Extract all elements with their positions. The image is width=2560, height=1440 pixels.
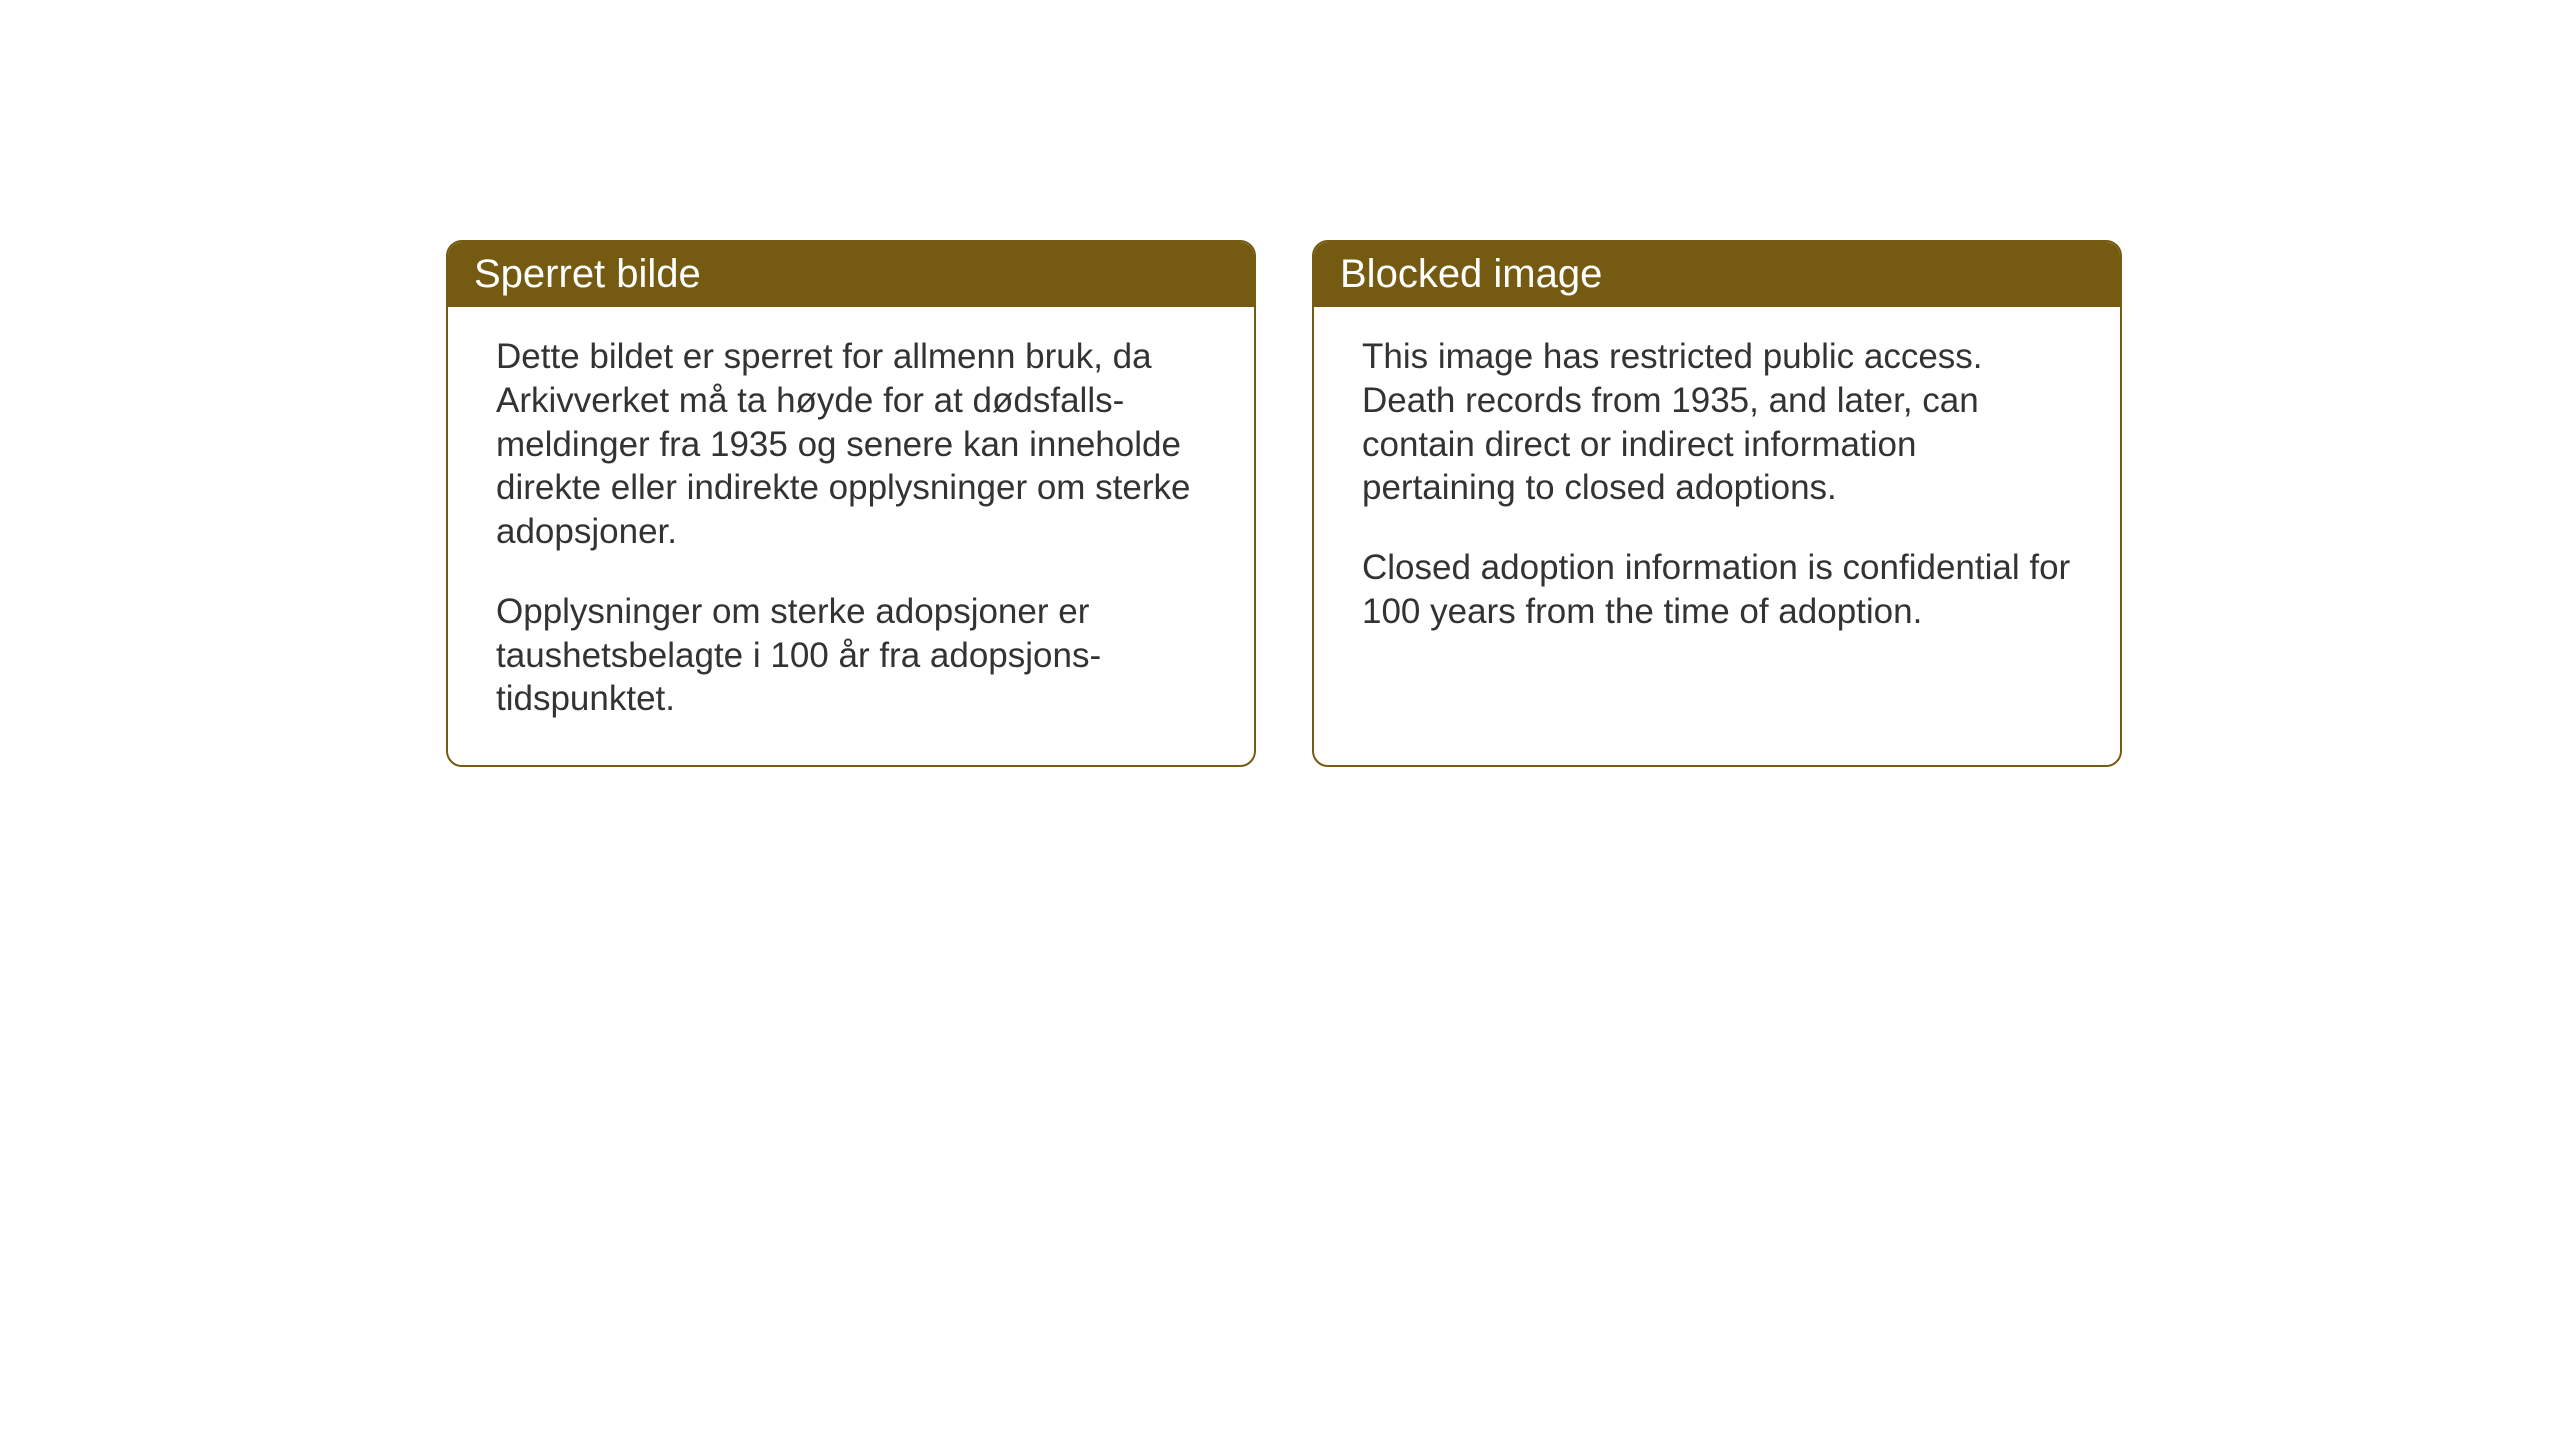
notice-card-norwegian: Sperret bilde Dette bildet er sperret fo… xyxy=(446,240,1256,767)
notice-container: Sperret bilde Dette bildet er sperret fo… xyxy=(446,240,2122,767)
card-body-english: This image has restricted public access.… xyxy=(1314,307,2120,678)
card-title: Sperret bilde xyxy=(474,252,701,296)
card-header-norwegian: Sperret bilde xyxy=(448,242,1254,307)
card-paragraph: Dette bildet er sperret for allmenn bruk… xyxy=(496,335,1206,554)
notice-card-english: Blocked image This image has restricted … xyxy=(1312,240,2122,767)
card-paragraph: Closed adoption information is confident… xyxy=(1362,546,2072,634)
card-header-english: Blocked image xyxy=(1314,242,2120,307)
card-paragraph: This image has restricted public access.… xyxy=(1362,335,2072,510)
card-body-norwegian: Dette bildet er sperret for allmenn bruk… xyxy=(448,307,1254,765)
card-title: Blocked image xyxy=(1340,252,1602,296)
card-paragraph: Opplysninger om sterke adopsjoner er tau… xyxy=(496,590,1206,721)
